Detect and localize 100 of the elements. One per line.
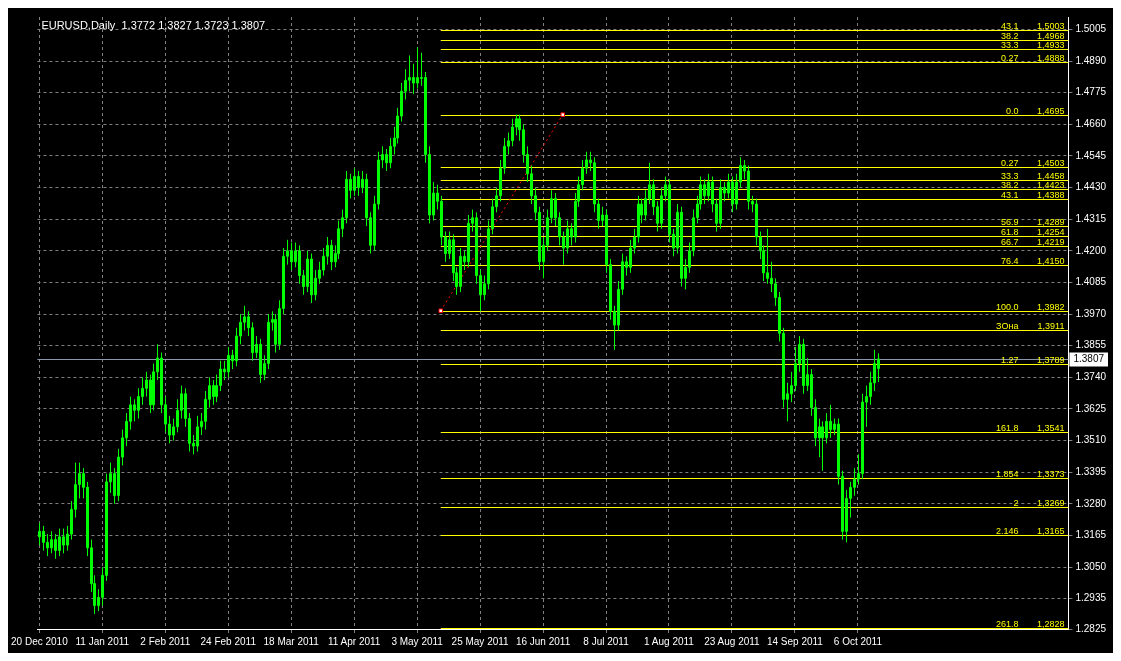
candlestick bbox=[660, 187, 663, 230]
annotation: 1,4150 bbox=[1036, 255, 1065, 266]
x-tick-label: 20 Dec 2010 bbox=[11, 635, 69, 647]
x-tick-label: 2 Feb 2011 bbox=[140, 635, 191, 647]
candlestick bbox=[861, 393, 864, 480]
candlestick bbox=[719, 178, 722, 230]
annotation: 56.9 bbox=[1000, 216, 1019, 227]
candlestick bbox=[389, 137, 392, 169]
annotation: 1,4254 bbox=[1036, 226, 1065, 237]
y-tick-label: 1.4315 bbox=[1075, 212, 1107, 224]
annotation: 1,4423 bbox=[1036, 179, 1065, 190]
x-tick-label: 24 Feb 2011 bbox=[200, 635, 257, 647]
annotation: 43.1 bbox=[1000, 20, 1019, 31]
y-tick-label: 1.3280 bbox=[1075, 497, 1107, 509]
y-tick-label: 1.3625 bbox=[1075, 402, 1107, 414]
candlestick bbox=[50, 530, 53, 554]
y-tick-label: 1.3395 bbox=[1075, 465, 1107, 477]
chart-title: EURUSD,Daily 1.3772 1.3827 1.3723 1.3807 bbox=[41, 18, 266, 31]
x-tick-label: 18 Mar 2011 bbox=[263, 635, 320, 647]
candlestick bbox=[353, 167, 356, 197]
candlestick bbox=[766, 228, 769, 285]
y-tick-label: 1.5005 bbox=[1075, 23, 1107, 35]
candlestick bbox=[511, 118, 514, 147]
y-tick-label: 1.3050 bbox=[1075, 560, 1107, 572]
y-tick-label: 1.3510 bbox=[1075, 434, 1107, 446]
candlestick bbox=[877, 352, 880, 383]
x-tick-label: 11 Jan 2011 bbox=[75, 635, 130, 647]
annotation: 1,4503 bbox=[1036, 157, 1065, 168]
x-tick-label: 6 Oct 2011 bbox=[833, 635, 883, 647]
annotation: 1,4388 bbox=[1036, 189, 1065, 200]
y-tick-label: 1.2825 bbox=[1075, 622, 1107, 634]
annotation: 33.3 bbox=[1000, 39, 1019, 50]
annotation: 1,3911 bbox=[1037, 320, 1065, 331]
annotation: 76.4 bbox=[1000, 255, 1019, 266]
candlestick bbox=[227, 346, 230, 378]
candlestick bbox=[707, 173, 710, 202]
candlestick bbox=[38, 522, 41, 546]
candlestick bbox=[58, 528, 61, 557]
annotation: 261.8 bbox=[995, 618, 1019, 629]
annotation: 1.854 bbox=[995, 468, 1019, 479]
candlestick bbox=[853, 467, 856, 497]
annotation: 1,4968 bbox=[1036, 30, 1065, 41]
annotation: 1,5003 bbox=[1036, 20, 1065, 31]
annotation: 1,3541 bbox=[1036, 422, 1065, 433]
candlestick bbox=[137, 387, 140, 420]
annotation: 38.2 bbox=[1000, 30, 1019, 41]
x-tick-label: 23 Aug 2011 bbox=[704, 635, 761, 647]
annotation: 38.2 bbox=[1000, 179, 1019, 190]
annotation: 161.8 bbox=[995, 422, 1019, 433]
annotation: 1,3373 bbox=[1036, 468, 1065, 479]
candlestick bbox=[322, 247, 325, 277]
annotation: 2 bbox=[1013, 497, 1019, 508]
annotation: 1,4695 bbox=[1036, 105, 1065, 116]
annotation: 1,4458 bbox=[1036, 170, 1065, 181]
annotation: 1,4888 bbox=[1036, 52, 1065, 63]
ref-line-label: 1.3807 bbox=[1073, 353, 1105, 365]
annotation: 66.7 bbox=[1000, 236, 1019, 247]
candlestick bbox=[459, 247, 462, 293]
y-tick-label: 1.4775 bbox=[1075, 86, 1107, 98]
y-tick-label: 1.4430 bbox=[1075, 181, 1107, 193]
annotation: 61.8 bbox=[1000, 226, 1019, 237]
annotation: ЗОна bbox=[996, 320, 1019, 331]
annotation: 0.27 bbox=[1000, 157, 1019, 168]
annotation: 100.0 bbox=[995, 301, 1019, 312]
x-tick-label: 11 Apr 2011 bbox=[327, 635, 381, 647]
candlestick bbox=[467, 214, 470, 268]
x-tick-label: 14 Sep 2011 bbox=[766, 635, 824, 647]
candlestick bbox=[566, 220, 569, 255]
x-tick-label: 1 Aug 2011 bbox=[644, 635, 695, 647]
y-tick-label: 1.3740 bbox=[1075, 371, 1107, 383]
y-tick-label: 1.3970 bbox=[1075, 307, 1107, 319]
y-tick-label: 1.3165 bbox=[1075, 529, 1107, 541]
annotation: 2.146 bbox=[995, 525, 1019, 536]
x-tick-label: 16 Jun 2011 bbox=[515, 635, 571, 647]
candlestick bbox=[133, 398, 136, 422]
annotation: 33.3 bbox=[1000, 170, 1019, 181]
y-tick-label: 1.4660 bbox=[1075, 118, 1107, 130]
candlestick bbox=[62, 528, 65, 554]
candlestick bbox=[408, 55, 411, 92]
annotation: 1,4219 bbox=[1036, 236, 1065, 247]
annotation: 1,2828 bbox=[1036, 618, 1065, 629]
annotation: 1,4933 bbox=[1036, 39, 1065, 50]
y-tick-label: 1.4545 bbox=[1075, 149, 1107, 161]
annotation: 1,4289 bbox=[1036, 216, 1065, 227]
y-tick-label: 1.3855 bbox=[1075, 339, 1107, 351]
candlestick bbox=[196, 415, 199, 453]
x-tick-label: 8 Jul 2011 bbox=[583, 635, 630, 647]
annotation: 1,3165 bbox=[1036, 525, 1065, 536]
annotation: 0.27 bbox=[1000, 52, 1019, 63]
candlestick bbox=[306, 250, 309, 293]
annotation: 1,3269 bbox=[1036, 497, 1065, 508]
y-tick-label: 1.2935 bbox=[1075, 592, 1107, 604]
y-tick-label: 1.4085 bbox=[1075, 276, 1107, 288]
x-tick-label: 25 May 2011 bbox=[451, 635, 510, 647]
x-tick-label: 3 May 2011 bbox=[391, 635, 444, 647]
candlestick bbox=[825, 412, 828, 444]
annotation: 0.0 bbox=[1005, 105, 1019, 116]
candlestick bbox=[629, 239, 632, 274]
annotation: 1,3982 bbox=[1036, 301, 1065, 312]
candlestick bbox=[794, 346, 797, 392]
